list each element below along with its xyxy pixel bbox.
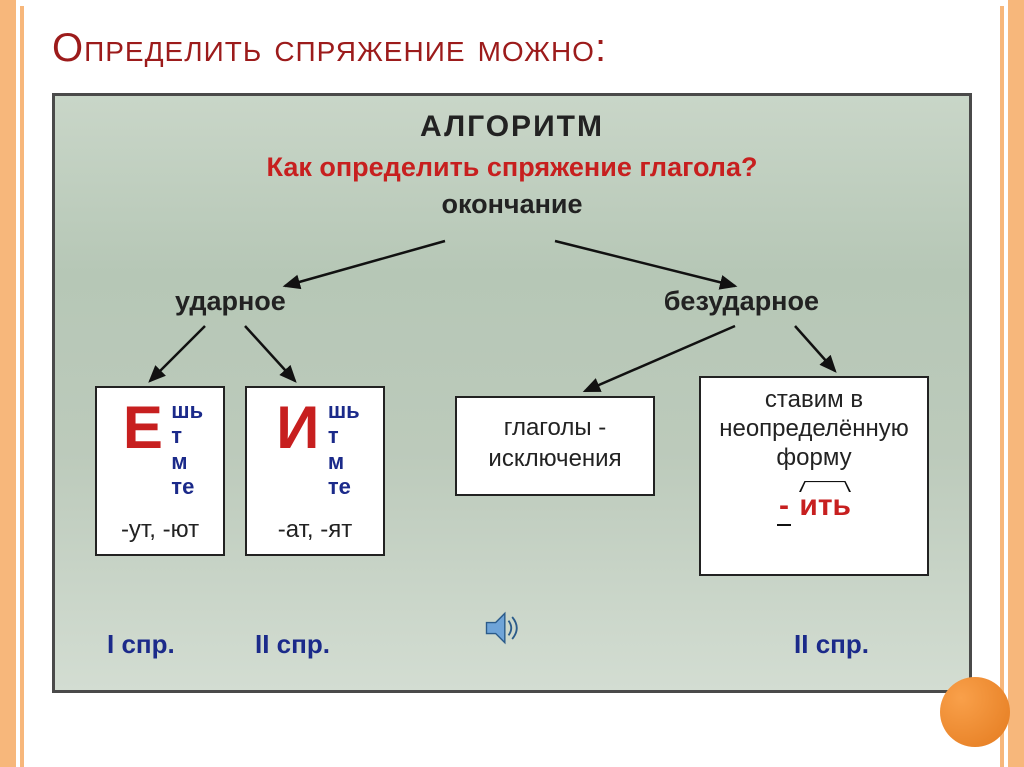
big-letter-e: Е <box>123 398 163 458</box>
stressed-label: ударное <box>175 286 286 317</box>
algo-title: АЛГОРИТМ <box>55 96 969 144</box>
suffix: шь <box>171 398 203 423</box>
inf-ending: - ить <box>701 488 927 526</box>
suffix-col-i: шь т м те <box>328 398 360 499</box>
speaker-icon[interactable] <box>481 606 525 650</box>
box-infinitive: ставим в неопределённую форму - ить <box>699 376 929 576</box>
box-conjugation-i: И шь т м те -ат, -ят <box>245 386 385 556</box>
ending-label: окончание <box>55 189 969 220</box>
inf-line1: ставим в <box>701 386 927 415</box>
algo-question: Как определить спряжение глагола? <box>55 152 969 183</box>
orange-circle-icon <box>940 677 1010 747</box>
unstressed-label: безударное <box>664 286 819 317</box>
big-letter-i: И <box>276 398 319 458</box>
inf-main: ить <box>799 488 851 524</box>
plural-e: -ут, -ют <box>97 516 223 544</box>
slide-inner: Определить спряжение можно: АЛГОРИТМ Как… <box>20 6 1004 767</box>
suffix: те <box>171 474 194 499</box>
algorithm-panel: АЛГОРИТМ Как определить спряжение глагол… <box>52 93 972 693</box>
box-exceptions: глаголы - исключения <box>455 396 655 496</box>
suffix: м <box>171 449 187 474</box>
suffix: шь <box>328 398 360 423</box>
exceptions-line1: глаголы - <box>457 412 653 443</box>
suffix: те <box>328 474 351 499</box>
slide-frame: Определить спряжение можно: АЛГОРИТМ Как… <box>0 0 1024 767</box>
suffix-col-e: шь т м те <box>171 398 203 499</box>
inf-line2: неопределённую <box>701 415 927 444</box>
suffix: т <box>171 423 182 448</box>
label-spr-2-left: II спр. <box>255 629 330 660</box>
suffix: м <box>328 449 344 474</box>
label-spr-1: I спр. <box>107 629 175 660</box>
exceptions-line2: исключения <box>457 443 653 474</box>
box-conjugation-e: Е шь т м те -ут, -ют <box>95 386 225 556</box>
inf-line3: форму <box>701 444 927 473</box>
suffix: т <box>328 423 339 448</box>
inf-prefix: - <box>777 488 791 526</box>
label-spr-2-right: II спр. <box>794 629 869 660</box>
page-title: Определить спряжение можно: <box>52 26 972 71</box>
plural-i: -ат, -ят <box>247 516 383 544</box>
